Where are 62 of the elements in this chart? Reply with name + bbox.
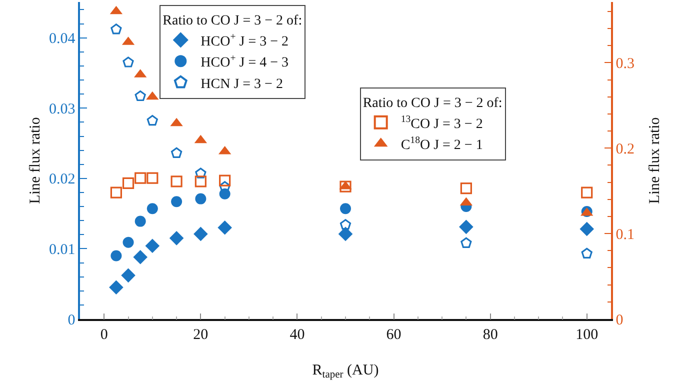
point bbox=[146, 172, 158, 184]
point bbox=[194, 226, 208, 242]
x-tick-label: 80 bbox=[482, 326, 498, 343]
y2-tick-label: 0.3 bbox=[616, 56, 634, 72]
point bbox=[340, 180, 352, 192]
point bbox=[194, 176, 206, 188]
y2-tick-label: 0.2 bbox=[616, 141, 634, 158]
x-tick-label: 20 bbox=[193, 326, 208, 343]
point bbox=[581, 248, 592, 258]
point bbox=[134, 90, 146, 102]
point bbox=[195, 193, 206, 204]
y-tick-label: 0.01 bbox=[49, 242, 76, 258]
point bbox=[146, 203, 158, 214]
point bbox=[122, 177, 134, 189]
y-tick-label: 0.03 bbox=[49, 101, 76, 118]
legend-label: HCO$^{+}$ J = 3 − 2 bbox=[200, 32, 288, 50]
point bbox=[134, 216, 146, 227]
legend-label: HCO$^{+}$ J = 4 − 3 bbox=[200, 52, 288, 71]
x-axis-title: R$_{taper}$ (AU) bbox=[312, 362, 379, 381]
point bbox=[338, 226, 353, 242]
point bbox=[581, 186, 593, 198]
y2-tick-label: 0.1 bbox=[616, 226, 634, 243]
y-tick-label: 0.02 bbox=[49, 172, 76, 188]
x-tick-label: 100 bbox=[576, 326, 598, 343]
point bbox=[145, 238, 160, 254]
legend-title: Ratio to CO J = 3 − 2 of: bbox=[162, 13, 302, 28]
legend-label: $^{13}$CO J = 3 − 2 bbox=[400, 114, 483, 132]
point bbox=[340, 219, 352, 230]
point bbox=[169, 231, 184, 246]
point bbox=[121, 268, 136, 283]
point bbox=[170, 176, 182, 188]
x-tick-label: 40 bbox=[290, 326, 305, 343]
point bbox=[460, 237, 472, 248]
point bbox=[122, 56, 134, 68]
point bbox=[133, 250, 148, 264]
point bbox=[340, 203, 351, 214]
point bbox=[218, 220, 232, 235]
y2-tick-label: 0 bbox=[616, 312, 624, 328]
point bbox=[170, 147, 182, 158]
point bbox=[110, 24, 122, 34]
point bbox=[110, 186, 122, 198]
point bbox=[146, 114, 158, 126]
point bbox=[580, 222, 594, 236]
y-tick-label: 0.04 bbox=[49, 31, 76, 48]
y2-axis-title: Line flux ratio bbox=[647, 117, 663, 204]
y-axis-title: Line flux ratio bbox=[28, 117, 44, 204]
y-tick-label: 0 bbox=[68, 312, 76, 328]
point bbox=[219, 174, 231, 186]
point bbox=[195, 168, 206, 178]
x-tick-label: 60 bbox=[386, 326, 402, 343]
x-tick-label: 0 bbox=[100, 326, 108, 343]
point bbox=[459, 220, 474, 234]
text: Ratio to CO J = 3 − 2 of: bbox=[362, 96, 502, 111]
point bbox=[109, 280, 124, 295]
point bbox=[460, 182, 472, 194]
legend-label: C$^{18}$O J = 2 − 1 bbox=[400, 135, 483, 154]
point bbox=[122, 236, 134, 248]
point bbox=[134, 172, 146, 184]
legend-label: HCN J = 3 − 2 bbox=[200, 76, 283, 92]
point bbox=[171, 196, 182, 208]
point bbox=[219, 181, 230, 192]
point bbox=[110, 250, 122, 262]
